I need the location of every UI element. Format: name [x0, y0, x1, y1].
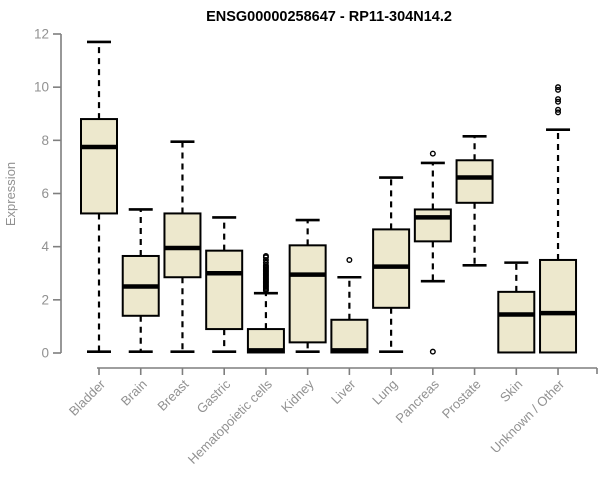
- x-category-label-breast: Breast: [154, 376, 191, 413]
- outlier-point-unknown-other: [555, 109, 562, 116]
- y-axis-title: Expression: [3, 162, 18, 226]
- x-category-label-kidney: Kidney: [278, 376, 317, 415]
- outlier-point-pancreas: [429, 150, 436, 157]
- x-category-label-prostate: Prostate: [439, 377, 484, 422]
- y-tick-label: 2: [41, 292, 49, 307]
- outlier-point-hematopoietic-cells: [262, 259, 269, 266]
- y-tick-label: 12: [34, 27, 49, 42]
- y-tick-label: 0: [41, 346, 49, 361]
- box-breast: [163, 212, 202, 279]
- box-prostate: [455, 159, 494, 204]
- outlier-point-pancreas: [429, 348, 436, 355]
- y-tick-label: 8: [41, 133, 49, 148]
- outlier-point-unknown-other: [555, 84, 562, 91]
- outlier-point-unknown-other: [555, 96, 562, 103]
- box-kidney: [288, 244, 327, 344]
- chart-title: ENSG00000258647 - RP11-304N14.2: [206, 9, 452, 25]
- x-category-label-unknown-other: Unknown / Other: [488, 376, 568, 456]
- y-tick-label: 10: [34, 80, 49, 95]
- y-tick-label: 6: [41, 186, 49, 201]
- box-liver: [330, 318, 369, 354]
- outlier-point-unknown-other: [555, 86, 562, 93]
- x-category-label-pancreas: Pancreas: [393, 376, 443, 426]
- outlier-point-liver: [346, 256, 353, 263]
- x-category-label-gastric: Gastric: [194, 376, 234, 416]
- x-category-label-bladder: Bladder: [66, 376, 109, 419]
- box-unknown-other: [539, 258, 578, 354]
- box-bladder: [80, 118, 118, 215]
- outlier-point-unknown-other: [555, 106, 562, 113]
- outlier-point-unknown-other: [555, 98, 562, 105]
- x-category-label-liver: Liver: [328, 376, 359, 407]
- box-skin: [497, 290, 536, 354]
- y-tick-label: 4: [41, 239, 49, 254]
- x-category-label-lung: Lung: [369, 377, 400, 408]
- box-gastric: [205, 249, 244, 331]
- outlier-point-hematopoietic-cells: [262, 252, 269, 259]
- box-pancreas: [413, 208, 452, 243]
- x-category-label-brain: Brain: [118, 377, 150, 409]
- x-category-label-skin: Skin: [497, 377, 525, 405]
- outlier-point-hematopoietic-cells: [262, 262, 269, 269]
